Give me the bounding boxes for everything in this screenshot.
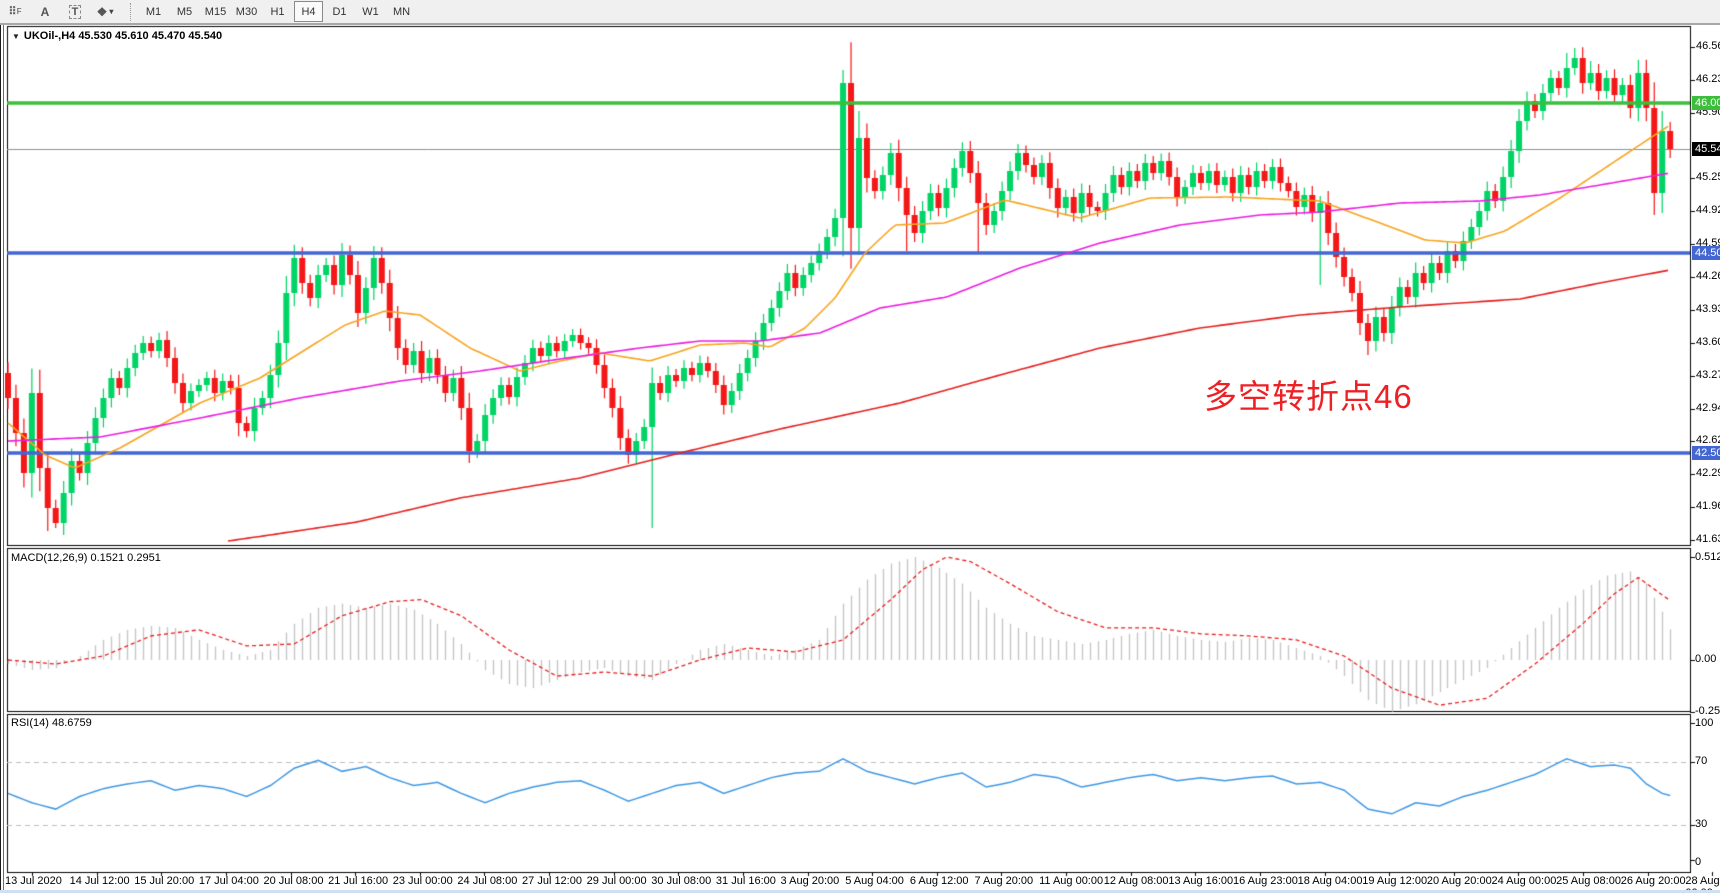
price-tick-label: 44.26 — [1696, 270, 1720, 282]
price-tick-label: 41.96 — [1696, 500, 1720, 512]
window-left-border — [0, 23, 1, 893]
rsi-axis-label: 0 — [1695, 856, 1702, 868]
timeframe-button-m5[interactable]: M5 — [176, 5, 193, 18]
time-axis-label: 3 Aug 20:00 — [780, 875, 840, 887]
price-tick-label: 42.94 — [1696, 402, 1720, 414]
macd-axis-label: 0.00 — [1695, 653, 1717, 665]
time-axis-label: 20 Jul 08:00 — [263, 875, 324, 887]
price-tick-label: 46.23 — [1696, 73, 1720, 85]
time-axis-label: 25 Aug 08:00 — [1556, 875, 1621, 887]
chart-toolbar: ⠿ F A T ❖ ▾ M1 M5 M15 M30 H1 H4 D1 W1 MN — [0, 0, 1720, 25]
arrow-styles-icon[interactable]: ❖ ▾ — [92, 1, 118, 22]
time-axis-label: 13 Jul 2020 — [5, 875, 62, 887]
macd-axis-label: -0.257 — [1695, 704, 1720, 717]
time-axis-label: 6 Aug 12:00 — [909, 875, 969, 887]
timeframe-button-m1[interactable]: M1 — [145, 5, 162, 18]
price-tick-label: 42.29 — [1696, 467, 1720, 479]
time-axis-label: 15 Jul 20:00 — [134, 875, 195, 887]
text-tool-icon[interactable]: T — [62, 1, 88, 22]
price-level-badge-4600: 46.00 — [1692, 96, 1720, 110]
rsi-axis-label: 100 — [1695, 717, 1714, 729]
time-axis-label: 7 Aug 20:00 — [974, 875, 1034, 887]
time-axis-label: 30 Jul 08:00 — [651, 875, 712, 887]
time-axis-label: 29 Jul 00:00 — [586, 875, 647, 887]
timeframe-button-mn[interactable]: MN — [392, 5, 411, 18]
toolbar-separator — [130, 2, 132, 21]
chevron-down-icon: ▾ — [109, 7, 114, 16]
symbol-ohlc-label: ▼ UKOil-,H4 45.530 45.610 45.470 45.540 — [12, 30, 222, 42]
timeframe-button-h4-active[interactable]: H4 — [294, 1, 323, 22]
time-axis-label: 11 Aug 00:00 — [1039, 875, 1104, 887]
time-axis-label: 5 Aug 04:00 — [845, 875, 904, 887]
text-tool-glyph: T — [68, 4, 82, 19]
time-axis-label: 24 Jul 08:00 — [457, 875, 518, 887]
timeframe-button-m15[interactable]: M15 — [204, 5, 227, 18]
time-axis-label: 21 Jul 16:00 — [328, 875, 389, 887]
time-axis-label: 31 Jul 16:00 — [715, 875, 776, 887]
timeframe-button-w1[interactable]: W1 — [362, 5, 379, 18]
time-axis-label: 12 Aug 08:00 — [1103, 875, 1169, 887]
rsi-axis-label: 30 — [1695, 817, 1708, 830]
rsi-indicator-label: RSI(14) 48.6759 — [11, 717, 92, 729]
time-axis-label: 20 Aug 20:00 — [1426, 875, 1492, 887]
time-axis-label: 26 Aug 20:00 — [1620, 875, 1686, 887]
time-axis-label: 17 Jul 04:00 — [198, 875, 259, 887]
timeframe-button-h1[interactable]: H1 — [270, 5, 285, 18]
time-axis-label: 13 Aug 16:00 — [1168, 875, 1234, 887]
time-axis-label: 27 Jul 12:00 — [522, 875, 582, 887]
timeframe-button-m30[interactable]: M30 — [235, 5, 258, 18]
price-level-badge-4250: 42.50 — [1692, 446, 1720, 460]
price-tick-label: 43.60 — [1696, 336, 1720, 348]
window-left-border-inner — [3, 23, 4, 893]
grid-dots-glyph: ⠿ — [8, 6, 17, 18]
price-tick-label: 46.56 — [1696, 40, 1720, 52]
macd-axis-label: 0.5123 — [1695, 551, 1720, 564]
time-axis-label: 18 Aug 04:00 — [1297, 875, 1363, 887]
current-price-badge: 45.54 — [1692, 142, 1720, 156]
chart-annotation-text: 多空转折点46 — [1204, 378, 1413, 415]
price-level-badge-4450: 44.50 — [1692, 246, 1720, 260]
price-tick-label: 41.63 — [1696, 533, 1720, 545]
time-axis-label: 23 Jul 00:00 — [392, 875, 453, 887]
price-tick-label: 43.93 — [1696, 303, 1720, 315]
symbol-dropdown-icon[interactable]: ▼ — [12, 32, 20, 41]
price-tick-label: 44.92 — [1696, 204, 1720, 216]
window-bottom-edge — [0, 890, 1720, 893]
grid-f-suffix: F — [16, 7, 22, 16]
price-tick-label: 42.62 — [1696, 434, 1720, 446]
arrow-styles-glyph: ❖ — [96, 4, 108, 19]
symbol-ohlc-text: UKOil-,H4 45.530 45.610 45.470 45.540 — [23, 30, 223, 42]
annotate-letter-icon[interactable]: A — [40, 4, 50, 19]
timeframe-button-d1[interactable]: D1 — [332, 5, 347, 18]
time-axis-label: 14 Jul 12:00 — [69, 875, 130, 887]
time-axis-label: 19 Aug 12:00 — [1362, 875, 1428, 887]
price-tick-label: 45.25 — [1696, 171, 1720, 183]
price-tick-label: 43.27 — [1696, 369, 1720, 381]
rsi-axis-label: 70 — [1695, 754, 1708, 767]
time-axis-label: 24 Aug 00:00 — [1491, 875, 1557, 887]
macd-indicator-label: MACD(12,26,9) 0.1521 0.2951 — [11, 552, 161, 564]
chart-grid-icon[interactable]: ⠿ F — [2, 1, 28, 22]
time-axis-label: 16 Aug 23:00 — [1232, 875, 1298, 887]
